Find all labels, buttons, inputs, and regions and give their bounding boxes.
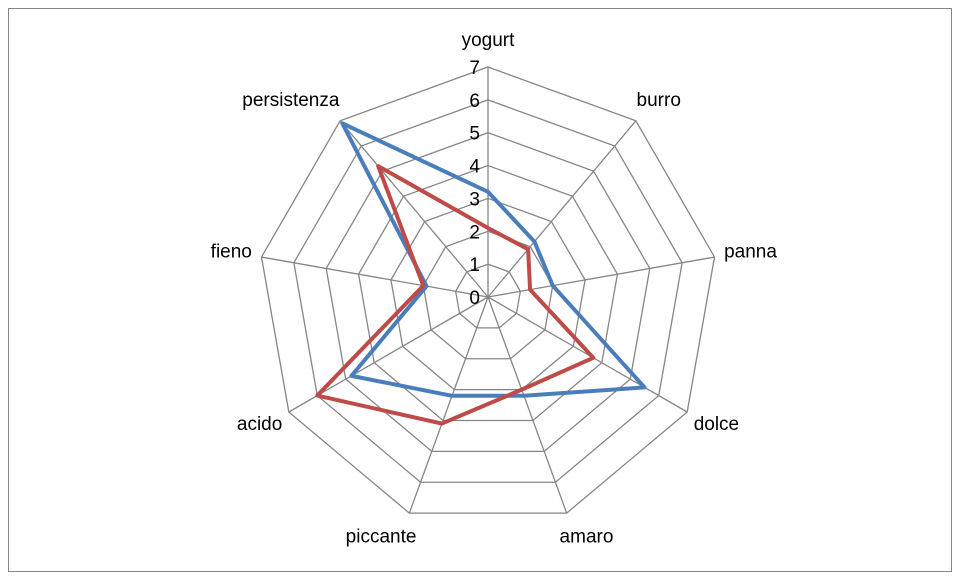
category-label: yogurt bbox=[462, 30, 516, 51]
category-label: burro bbox=[637, 90, 681, 111]
axis-spoke bbox=[408, 296, 489, 514]
series-line bbox=[340, 121, 647, 398]
r-tick-label: 5 bbox=[469, 124, 480, 145]
r-tick-label: 1 bbox=[469, 255, 480, 276]
r-tick-label: 4 bbox=[469, 157, 480, 178]
chart-frame bbox=[8, 8, 952, 572]
r-tick-label: 0 bbox=[469, 288, 480, 309]
category-label: dolce bbox=[694, 414, 739, 435]
axis-spoke bbox=[487, 120, 637, 298]
axis-spoke bbox=[339, 120, 489, 298]
category-label: persistenza bbox=[242, 90, 340, 111]
category-label: piccante bbox=[346, 527, 417, 548]
grid-ring bbox=[422, 230, 554, 360]
category-label: panna bbox=[724, 242, 777, 263]
category-label: acido bbox=[237, 414, 282, 435]
grid-ring bbox=[357, 164, 619, 422]
grid-ring bbox=[454, 263, 522, 329]
axis-spoke bbox=[261, 256, 489, 298]
series-line bbox=[315, 164, 596, 426]
grid-ring bbox=[293, 99, 683, 483]
axis-spoke bbox=[487, 296, 568, 514]
grid-ring bbox=[260, 66, 716, 514]
r-tick-label: 6 bbox=[469, 91, 480, 112]
category-label: amaro bbox=[560, 527, 614, 548]
category-label: fieno bbox=[211, 242, 252, 263]
r-tick-label: 3 bbox=[469, 189, 480, 210]
grid-ring bbox=[325, 132, 651, 453]
r-tick-label: 2 bbox=[469, 222, 480, 243]
axis-spoke bbox=[487, 256, 715, 298]
r-tick-label: 7 bbox=[469, 58, 480, 79]
